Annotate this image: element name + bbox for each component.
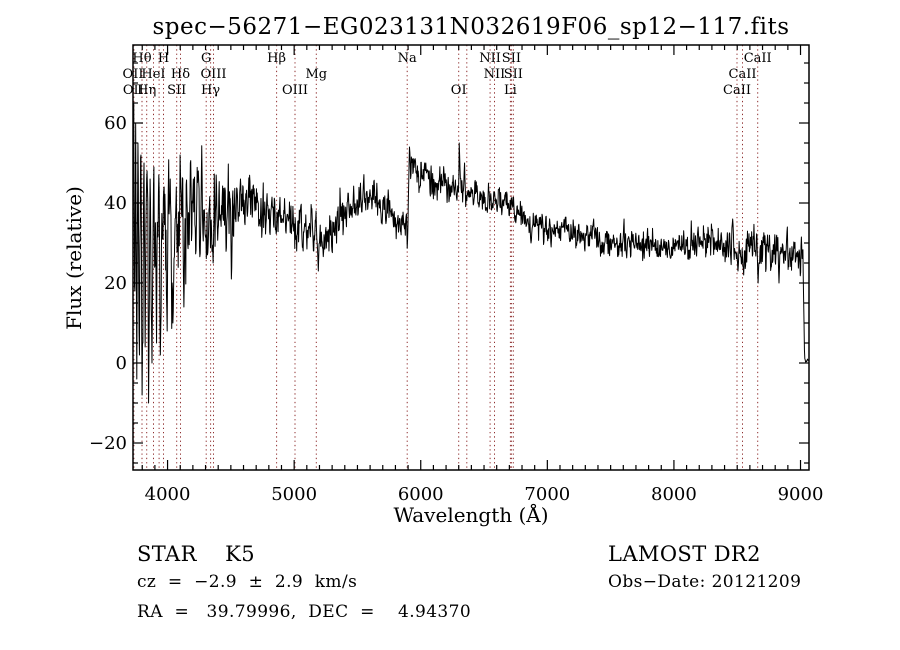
y-tick-label: 20 (104, 273, 127, 294)
spectral-line-label: NII (479, 51, 501, 66)
spectral-line-label: H (158, 51, 169, 66)
cz-velocity-label: cz = −2.9 ± 2.9 km/s (137, 572, 358, 592)
obs-date-label: Obs−Date: 20121209 (608, 572, 802, 592)
spectrum-trace (133, 102, 809, 404)
x-tick-label: 7000 (524, 484, 570, 505)
spectral-line-label: NII (484, 67, 506, 82)
ra-dec-label: RA = 39.79996, DEC = 4.94370 (137, 602, 472, 622)
spectral-line-label: SII (504, 67, 523, 82)
spectral-line-label: G (201, 51, 211, 66)
spectral-line-label: Hβ (267, 51, 286, 66)
x-tick-label: 9000 (778, 484, 824, 505)
spectral-line-label: HeI (141, 67, 165, 82)
spectral-line-label: OI (451, 83, 467, 98)
spectral-line-label: Hδ (171, 67, 190, 82)
plot-title: spec−56271−EG023131N032619F06_sp12−117.f… (152, 14, 790, 40)
spectral-line-label: Hη (137, 83, 156, 98)
x-tick-label: 4000 (145, 484, 191, 505)
y-tick-label: 40 (104, 193, 127, 214)
x-tick-label: 6000 (398, 484, 444, 505)
y-axis-title: Flux (relative) (62, 186, 86, 330)
plot-frame (132, 44, 810, 471)
spectral-line-label: Mg (305, 67, 327, 82)
spectral-line-label: CaII (723, 83, 751, 98)
survey-label: LAMOST DR2 (608, 542, 761, 566)
spectral-line-label: CaII (744, 51, 772, 66)
x-axis-title: Wavelength (Å) (393, 503, 549, 527)
spectral-line-label: OIII (282, 83, 308, 98)
y-tick-label: 0 (116, 353, 127, 374)
spectral-line-label: Li (504, 83, 517, 98)
spectral-line-label: SII (167, 83, 186, 98)
spectral-line-label: Na (398, 51, 417, 66)
spectral-line-label: OIII (200, 67, 226, 82)
y-tick-label: 60 (104, 113, 127, 134)
x-tick-label: 5000 (271, 484, 317, 505)
spectral-line-label: Hθ (132, 51, 151, 66)
x-tick-label: 8000 (651, 484, 697, 505)
spectral-line-label: CaII (729, 67, 757, 82)
spectral-line-label: Hγ (201, 83, 220, 98)
object-class-label: STAR K5 (137, 542, 255, 566)
y-tick-label: −20 (89, 433, 127, 454)
spectral-line-label: SII (502, 51, 521, 66)
